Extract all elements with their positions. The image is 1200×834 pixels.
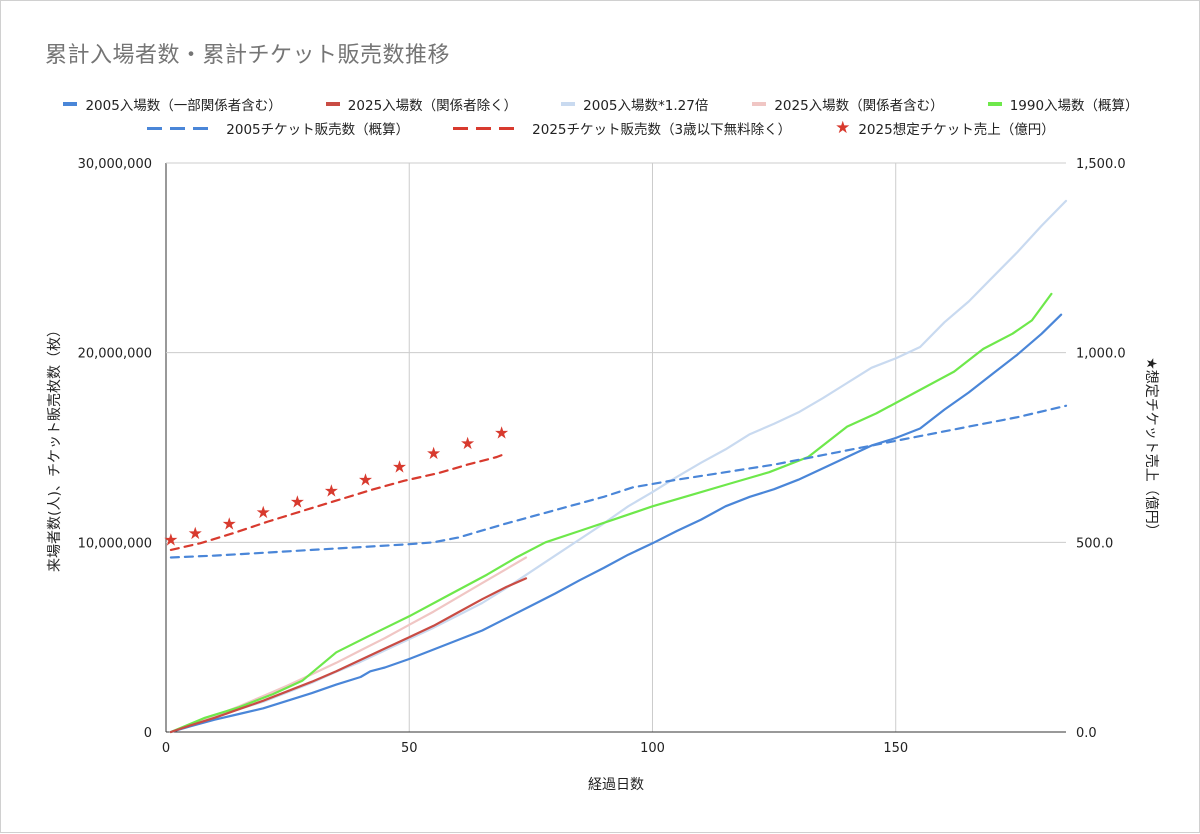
legend-label: 2005入場数（一部関係者含む） <box>85 98 282 114</box>
star-marker: ★ <box>256 503 271 523</box>
legend-dash <box>453 126 522 130</box>
y-tick-label: 0 <box>144 726 152 741</box>
legend-item-2025-revenue: ★ 2025想定チケット売上（億円） <box>835 118 1055 138</box>
x-tick-label: 100 <box>640 741 665 756</box>
legend-item-2025-attendance-incl: 2025入場数（関係者含む） <box>752 94 944 114</box>
legend-item-2025-tickets: 2025チケット販売数（3歳以下無料除く） <box>453 118 791 138</box>
legend-item-2025-attendance-excl: 2025入場数（関係者除く） <box>325 94 518 114</box>
y-right-tick-label: 0.0 <box>1076 726 1097 741</box>
y-right-tick-label: 500.0 <box>1076 536 1113 551</box>
legend-label: 2025チケット販売数（3歳以下無料除く） <box>532 122 792 138</box>
star-marker: ★ <box>392 457 407 477</box>
star-icon: ★ <box>835 117 851 138</box>
legend-item-2005-scaled: 2005入場数*1.27倍 <box>561 94 708 114</box>
series-line <box>169 556 528 734</box>
series-line <box>169 292 1053 734</box>
star-marker: ★ <box>358 470 373 490</box>
star-marker: ★ <box>163 530 178 550</box>
star-marker: ★ <box>290 492 305 512</box>
star-marker: ★ <box>426 444 441 464</box>
y-right-tick-label: 1,000.0 <box>1076 347 1126 362</box>
legend-row-1: 2005入場数（一部関係者含む） 2025入場数（関係者除く） 2005入場数*… <box>1 93 1200 115</box>
star-marker: ★ <box>460 434 475 454</box>
star-marker: ★ <box>324 482 339 502</box>
legend-label: 2025入場数（関係者除く） <box>347 98 518 114</box>
x-tick-label: 150 <box>883 741 908 756</box>
series-line <box>169 313 1063 734</box>
series-line <box>169 454 503 551</box>
chart-title: 累計入場者数・累計チケット販売数推移 <box>45 43 451 68</box>
legend-item-2005-tickets: 2005チケット販売数（概算） <box>147 118 409 138</box>
legend-label: 2025想定チケット売上（億円） <box>858 122 1055 138</box>
legend-label: 2005チケット販売数（概算） <box>226 122 410 138</box>
y-right-axis-title: ★想定チケット売上（億円） <box>1143 357 1159 538</box>
legend-item-1990-attendance: 1990入場数（概算） <box>987 94 1139 114</box>
y-tick-label: 20,000,000 <box>78 347 152 362</box>
x-axis-title: 経過日数 <box>588 777 644 793</box>
legend-swatch <box>987 102 1002 106</box>
legend-dash <box>147 126 216 130</box>
series-line <box>169 199 1068 734</box>
star-marker: ★ <box>494 423 509 443</box>
legend-swatch <box>752 102 767 106</box>
y-tick-label: 10,000,000 <box>78 536 152 551</box>
series-line <box>169 577 528 734</box>
star-marker: ★ <box>188 524 203 544</box>
legend-swatch <box>63 102 78 106</box>
legend-swatch <box>325 102 340 106</box>
legend-label: 1990入場数（概算） <box>1009 98 1139 114</box>
x-tick-label: 50 <box>401 741 418 756</box>
legend-swatch <box>561 102 576 106</box>
y-right-tick-label: 1,500.0 <box>1076 157 1126 172</box>
y-tick-label: 30,000,000 <box>78 157 152 172</box>
legend: 2005入場数（一部関係者含む） 2025入場数（関係者除く） 2005入場数*… <box>1 93 1200 141</box>
legend-item-2005-attendance: 2005入場数（一部関係者含む） <box>63 94 282 114</box>
series-line <box>169 404 1068 559</box>
legend-row-2: 2005チケット販売数（概算） 2025チケット販売数（3歳以下無料除く） ★ … <box>1 117 1200 139</box>
y-axis-title: 来場者数(人)、チケット販売枚数（枚） <box>47 323 63 572</box>
legend-label: 2025入場数（関係者含む） <box>774 98 944 114</box>
star-marker: ★ <box>222 514 237 534</box>
x-tick-label: 0 <box>162 741 170 756</box>
legend-label: 2005入場数*1.27倍 <box>583 98 709 114</box>
